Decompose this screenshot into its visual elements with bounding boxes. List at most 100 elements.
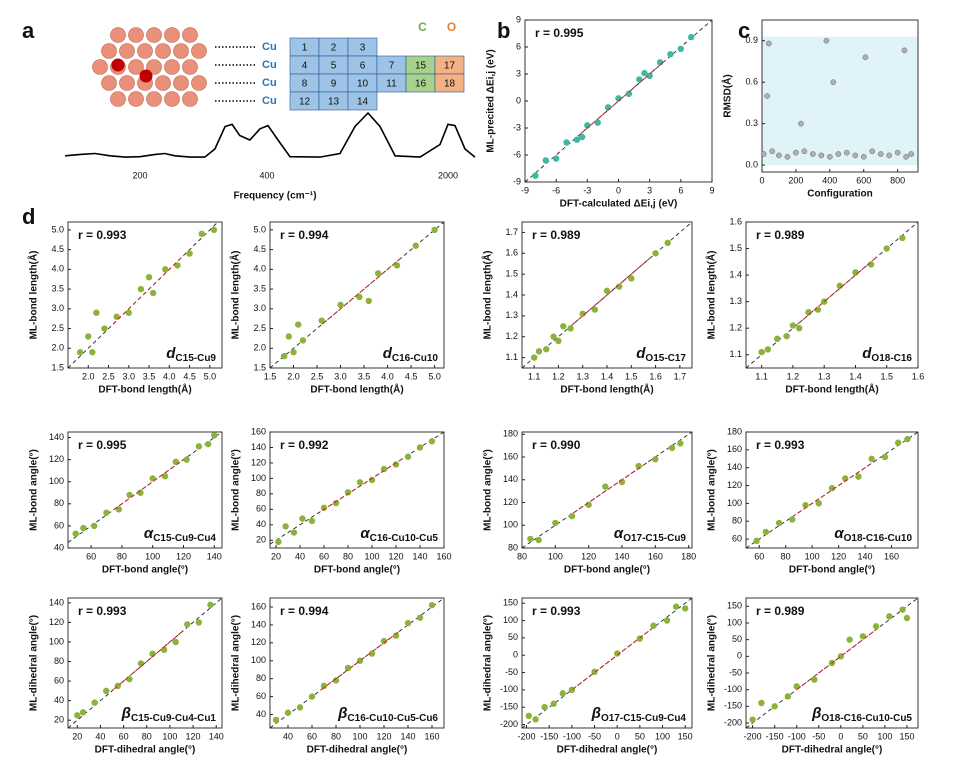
y-tick-label: -6 — [513, 149, 521, 159]
point — [625, 90, 633, 98]
x-tick-label: 1.4 — [849, 371, 862, 381]
y-tick-label: 1.6 — [729, 216, 742, 226]
point — [886, 152, 893, 159]
x-tick-label: 1.4 — [601, 371, 614, 381]
r-label: r = 0.989 — [756, 604, 805, 618]
x-tick-label: 4.0 — [381, 371, 394, 381]
plot-frame — [521, 597, 693, 729]
y-tick-label: 160 — [503, 451, 518, 461]
point — [826, 153, 833, 160]
x-tick-label: 60 — [754, 551, 764, 561]
annotation-symbol: α — [144, 525, 154, 542]
y-tick-label: 0 — [513, 650, 518, 660]
y-tick-label: 1.3 — [729, 296, 742, 306]
r-label: r = 0.993 — [756, 438, 805, 452]
point — [368, 650, 376, 657]
point — [868, 455, 875, 462]
annotation-subscript: O15-C17 — [645, 353, 686, 364]
point — [320, 682, 328, 690]
atom — [92, 59, 108, 75]
x-tick-label: 40 — [95, 731, 105, 741]
cell-text: 14 — [357, 97, 369, 108]
y-tick-label: 1.4 — [729, 269, 742, 279]
x-tick-label: 1.6 — [649, 371, 662, 381]
point — [85, 333, 92, 340]
point — [125, 309, 132, 316]
point — [646, 72, 653, 80]
annotation-symbol: α — [834, 525, 844, 542]
cell-text: 18 — [444, 79, 456, 90]
point — [149, 289, 157, 297]
point — [543, 346, 550, 353]
annotation-subscript: O17-C15-Cu9 — [623, 533, 686, 544]
fit-line — [321, 258, 401, 325]
x-tick-label: 120 — [186, 731, 201, 741]
y-tick-label: 0.0 — [745, 159, 758, 169]
atom — [164, 91, 180, 107]
y-tick-label: 40 — [54, 542, 64, 552]
annotation-symbol: α — [614, 525, 624, 542]
point — [356, 293, 363, 301]
y-tick-label: 0 — [516, 95, 521, 105]
point — [688, 33, 695, 41]
atom — [173, 43, 189, 59]
y-tick-label: 3.5 — [51, 283, 64, 293]
point — [855, 473, 862, 480]
adsorbate-atom — [139, 69, 153, 83]
point — [758, 348, 765, 356]
y-tick-label: 40 — [54, 695, 64, 705]
row-label: Cu — [262, 95, 277, 107]
annotation: dC16-Cu10 — [383, 345, 439, 364]
x-tick-label: 100 — [352, 731, 367, 741]
point — [560, 323, 567, 330]
point — [532, 172, 539, 179]
point — [677, 45, 685, 52]
x-tick-label: -150 — [766, 731, 784, 741]
y-tick-label: 100 — [503, 615, 518, 625]
point — [365, 297, 372, 305]
point — [161, 472, 169, 480]
point — [272, 716, 280, 724]
y-tick-label: -200 — [724, 717, 742, 727]
point — [760, 151, 767, 157]
point — [793, 149, 799, 156]
x-tick-label: 400 — [822, 175, 837, 185]
y-tick-label: 150 — [503, 598, 518, 608]
x-axis-label: DFT-dihedral angle(°) — [782, 745, 883, 756]
panel-letter: d — [22, 204, 35, 229]
y-axis-label: ML-bond angle(°) — [707, 449, 718, 531]
x-tick-label: 1.5 — [880, 371, 893, 381]
y-tick-label: 80 — [54, 656, 64, 666]
r-label: r = 0.989 — [532, 228, 581, 242]
point — [76, 349, 84, 356]
fit-line — [572, 630, 650, 690]
y-tick-label: 140 — [251, 619, 266, 629]
x-tick-label: -9 — [521, 185, 529, 195]
x-tick-label: 100 — [162, 731, 177, 741]
r-label: r = 0.995 — [78, 438, 127, 452]
x-tick-label: 800 — [890, 175, 905, 185]
point — [318, 317, 325, 324]
point — [204, 440, 212, 448]
x-tick-label: 1.2 — [787, 371, 800, 381]
point — [579, 310, 586, 317]
y-tick-label: 160 — [251, 601, 266, 611]
atom — [128, 27, 144, 43]
annotation: βC16-Cu10-Cu5-Cu6 — [337, 705, 438, 724]
point — [74, 712, 81, 719]
x-tick-label: 60 — [319, 551, 329, 561]
y-tick-label: 120 — [503, 497, 518, 507]
x-tick-label: 100 — [805, 551, 820, 561]
x-tick-label: -6 — [552, 185, 560, 195]
x-tick-label: 100 — [145, 551, 160, 561]
y-tick-label: 4.0 — [253, 264, 266, 274]
y-axis-label: ML-dihedral angle(°) — [483, 615, 494, 711]
point — [137, 285, 145, 293]
x-tick-label: 60 — [119, 731, 129, 741]
x-tick-label: 4.0 — [163, 371, 176, 381]
atom — [182, 91, 198, 107]
point — [113, 313, 120, 320]
point — [901, 47, 908, 54]
x-axis-label: DFT-bond angle(°) — [102, 565, 188, 576]
point — [585, 501, 592, 508]
